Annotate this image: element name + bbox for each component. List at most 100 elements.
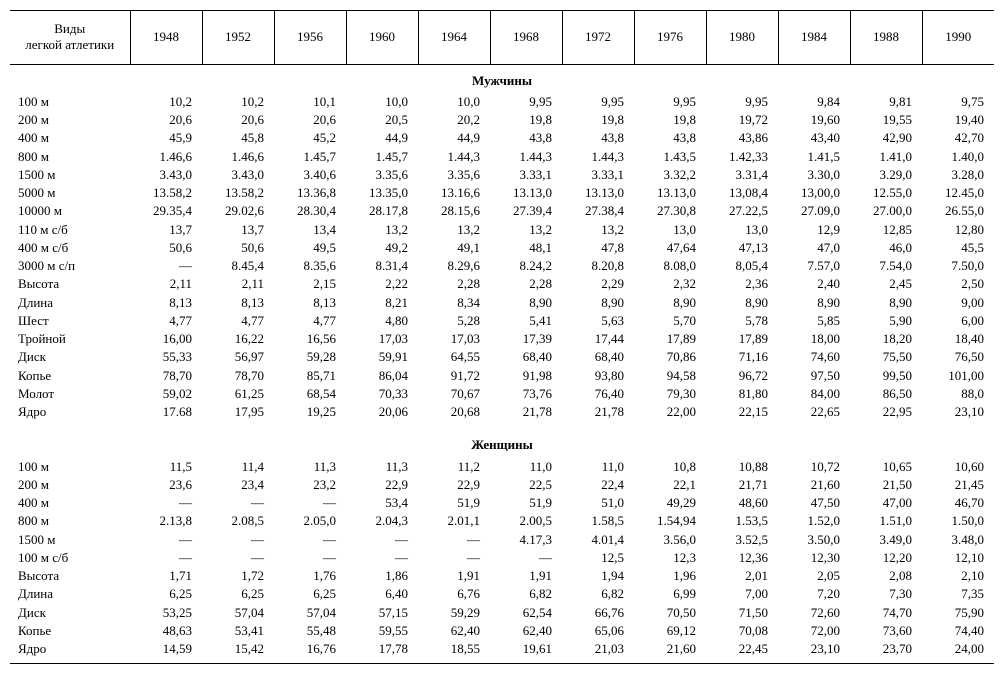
- athletics-records-table: Видылегкой атлетики194819521956196019641…: [10, 10, 994, 664]
- cell-value: 57,04: [274, 604, 346, 622]
- cell-value: 84,00: [778, 385, 850, 403]
- cell-value: 3.56,0: [634, 531, 706, 549]
- cell-value: 55,33: [130, 348, 202, 366]
- table-row: Длина6,256,256,256,406,766,826,826,997,0…: [10, 585, 994, 603]
- cell-value: 12,5: [562, 549, 634, 567]
- cell-value: —: [130, 531, 202, 549]
- cell-value: 59,28: [274, 348, 346, 366]
- cell-value: 49,1: [418, 239, 490, 257]
- cell-value: 5,41: [490, 312, 562, 330]
- cell-value: 8,13: [130, 294, 202, 312]
- cell-value: 2,08: [850, 567, 922, 585]
- cell-value: 1.46,6: [130, 148, 202, 166]
- cell-value: 26.55,0: [922, 202, 994, 220]
- cell-value: 1.46,6: [202, 148, 274, 166]
- cell-value: 27.09,0: [778, 202, 850, 220]
- cell-value: 6,99: [634, 585, 706, 603]
- cell-value: 20,68: [418, 403, 490, 421]
- cell-value: 4,77: [274, 312, 346, 330]
- cell-value: 68,40: [562, 348, 634, 366]
- cell-value: 1.58,5: [562, 512, 634, 530]
- row-label: Длина: [10, 294, 130, 312]
- cell-value: 2,32: [634, 275, 706, 293]
- table-row: 110 м с/б13,713,713,413,213,213,213,213,…: [10, 221, 994, 239]
- cell-value: 55,48: [274, 622, 346, 640]
- cell-value: 8,13: [274, 294, 346, 312]
- table-row: Шест4,774,774,774,805,285,415,635,705,78…: [10, 312, 994, 330]
- cell-value: 7,35: [922, 585, 994, 603]
- cell-value: 9,95: [706, 93, 778, 111]
- cell-value: 13.13,0: [562, 184, 634, 202]
- cell-value: 70,86: [634, 348, 706, 366]
- cell-value: 6,82: [490, 585, 562, 603]
- cell-value: 1.44,3: [418, 148, 490, 166]
- cell-value: 22,5: [490, 476, 562, 494]
- cell-value: 10,2: [130, 93, 202, 111]
- cell-value: 11,2: [418, 458, 490, 476]
- cell-value: 1,91: [490, 567, 562, 585]
- cell-value: 11,3: [274, 458, 346, 476]
- table-row: Ядро14,5915,4216,7617,7818,5519,6121,032…: [10, 640, 994, 664]
- cell-value: 19,25: [274, 403, 346, 421]
- cell-value: 1.44,3: [562, 148, 634, 166]
- cell-value: 56,97: [202, 348, 274, 366]
- column-header-events: Видылегкой атлетики: [10, 11, 130, 65]
- cell-value: 22,95: [850, 403, 922, 421]
- cell-value: 12,80: [922, 221, 994, 239]
- cell-value: 23,10: [778, 640, 850, 664]
- cell-value: 19,55: [850, 111, 922, 129]
- cell-value: 17,44: [562, 330, 634, 348]
- cell-value: 22,1: [634, 476, 706, 494]
- cell-value: 57,15: [346, 604, 418, 622]
- cell-value: 43,8: [562, 129, 634, 147]
- cell-value: 1,76: [274, 567, 346, 585]
- row-label: 100 м с/б: [10, 549, 130, 567]
- cell-value: 21,50: [850, 476, 922, 494]
- cell-value: 9,95: [490, 93, 562, 111]
- column-header-year: 1968: [490, 11, 562, 65]
- cell-value: —: [202, 549, 274, 567]
- cell-value: 8,34: [418, 294, 490, 312]
- cell-value: 20,6: [202, 111, 274, 129]
- cell-value: 3.35,6: [346, 166, 418, 184]
- cell-value: 13,7: [202, 221, 274, 239]
- column-header-year: 1948: [130, 11, 202, 65]
- cell-value: 3.40,6: [274, 166, 346, 184]
- cell-value: 53,41: [202, 622, 274, 640]
- cell-value: 42,90: [850, 129, 922, 147]
- cell-value: 43,8: [490, 129, 562, 147]
- row-label: Копье: [10, 622, 130, 640]
- cell-value: 22,9: [418, 476, 490, 494]
- cell-value: 21,60: [778, 476, 850, 494]
- cell-value: 12,10: [922, 549, 994, 567]
- row-label: 800 м: [10, 512, 130, 530]
- cell-value: 13,2: [346, 221, 418, 239]
- cell-value: 5,63: [562, 312, 634, 330]
- row-label: 200 м: [10, 476, 130, 494]
- cell-value: 13,2: [490, 221, 562, 239]
- column-header-year: 1960: [346, 11, 418, 65]
- cell-value: 4,77: [130, 312, 202, 330]
- cell-value: 2,01: [706, 567, 778, 585]
- cell-value: 21,45: [922, 476, 994, 494]
- row-label: 400 м с/б: [10, 239, 130, 257]
- cell-value: 46,0: [850, 239, 922, 257]
- cell-value: 20,6: [130, 111, 202, 129]
- cell-value: 71,50: [706, 604, 778, 622]
- cell-value: 13,2: [562, 221, 634, 239]
- cell-value: 12,36: [706, 549, 778, 567]
- cell-value: 74,40: [922, 622, 994, 640]
- table-row: 1500 м3.43,03.43,03.40,63.35,63.35,63.33…: [10, 166, 994, 184]
- cell-value: 1,94: [562, 567, 634, 585]
- cell-value: 13,7: [130, 221, 202, 239]
- cell-value: 19,72: [706, 111, 778, 129]
- cell-value: 16,56: [274, 330, 346, 348]
- table-row: 200 м20,620,620,620,520,219,819,819,819,…: [10, 111, 994, 129]
- table-row: 800 м2.13,82.08,52.05,02.04,32.01,12.00,…: [10, 512, 994, 530]
- cell-value: 74,70: [850, 604, 922, 622]
- cell-value: 1.53,5: [706, 512, 778, 530]
- row-label: Копье: [10, 367, 130, 385]
- cell-value: 17,95: [202, 403, 274, 421]
- cell-value: 43,86: [706, 129, 778, 147]
- cell-value: 22,9: [346, 476, 418, 494]
